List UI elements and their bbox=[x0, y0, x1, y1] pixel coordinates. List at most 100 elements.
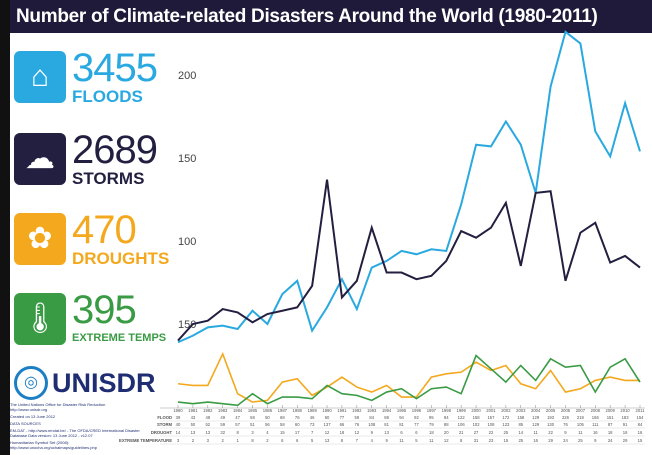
table-cell: 22 bbox=[489, 430, 494, 435]
table-cell: 183 bbox=[622, 415, 630, 420]
table-cell: 81 bbox=[399, 422, 404, 427]
page-title: Number of Climate-related Disasters Arou… bbox=[10, 0, 652, 33]
table-cell: 88 bbox=[384, 415, 389, 420]
year-tick-label: 1995 bbox=[397, 408, 407, 413]
table-cell: 50 bbox=[191, 422, 196, 427]
table-cell: 59 bbox=[355, 415, 360, 420]
table-cell: 48 bbox=[205, 415, 210, 420]
table-cell: 84 bbox=[369, 415, 374, 420]
y-tick-label: 150 bbox=[178, 153, 196, 165]
table-cell: 3 bbox=[177, 438, 180, 443]
table-cell: 13 bbox=[384, 430, 389, 435]
stat-label: STORMS bbox=[72, 169, 145, 188]
table-cell: 13 bbox=[325, 438, 330, 443]
table-cell: 51 bbox=[250, 422, 255, 427]
table-cell: 92 bbox=[414, 415, 419, 420]
table-cell: 58 bbox=[280, 422, 285, 427]
table-cell: 15 bbox=[504, 438, 509, 443]
table-cell: 9 bbox=[385, 438, 388, 443]
table-cell: 16 bbox=[533, 438, 538, 443]
stat-extreme-temps: 🌡 395 EXTREME TEMPS bbox=[14, 290, 166, 347]
table-cell: 123 bbox=[502, 422, 510, 427]
table-cell: 77 bbox=[414, 422, 419, 427]
table-cell: 57 bbox=[235, 422, 240, 427]
stat-droughts: ✿ 470 DROUGHTS bbox=[14, 210, 169, 267]
table-cell: 11 bbox=[533, 430, 538, 435]
table-cell: 50 bbox=[265, 415, 270, 420]
year-tick-label: 1989 bbox=[307, 408, 317, 413]
table-cell: 14 bbox=[176, 430, 181, 435]
table-cell: 79 bbox=[429, 422, 434, 427]
table-cell: 21 bbox=[459, 430, 464, 435]
table-cell: 4 bbox=[266, 430, 269, 435]
table-cell: 102 bbox=[473, 422, 481, 427]
year-tick-label: 1980 bbox=[173, 408, 183, 413]
table-cell: 5 bbox=[311, 438, 314, 443]
table-cell: 68 bbox=[280, 415, 285, 420]
table-cell: 16 bbox=[623, 430, 628, 435]
table-cell: 29 bbox=[623, 438, 628, 443]
table-cell: 58 bbox=[250, 415, 255, 420]
table-cell: 60 bbox=[325, 415, 330, 420]
stat-value: 470 bbox=[72, 208, 137, 252]
stat-storms: ☁ 2689 STORMS bbox=[14, 130, 158, 188]
table-cell: 84 bbox=[638, 422, 643, 427]
table-cell: 13 bbox=[191, 430, 196, 435]
series-line-extreme-temperature bbox=[177, 354, 641, 407]
table-cell: 18 bbox=[608, 430, 613, 435]
year-tick-label: 1986 bbox=[263, 408, 273, 413]
table-row-label: STORM bbox=[157, 422, 173, 427]
table-cell: 154 bbox=[637, 415, 645, 420]
logo-name: UNISDR bbox=[52, 367, 156, 398]
year-tick-label: 2009 bbox=[606, 408, 616, 413]
table-cell: 39 bbox=[176, 415, 181, 420]
table-cell: 11 bbox=[578, 430, 583, 435]
flooded-house-icon: ⌂ bbox=[14, 50, 66, 103]
table-cell: 1 bbox=[236, 438, 239, 443]
table-cell: 11 bbox=[399, 438, 404, 443]
table-cell: 129 bbox=[532, 415, 540, 420]
year-tick-label: 2003 bbox=[516, 408, 526, 413]
table-cell: 59 bbox=[220, 422, 225, 427]
year-tick-label: 2004 bbox=[531, 408, 541, 413]
year-tick-label: 2002 bbox=[501, 408, 511, 413]
table-cell: 108 bbox=[368, 422, 376, 427]
table-cell: 12 bbox=[444, 438, 449, 443]
table-cell: 226 bbox=[562, 415, 570, 420]
table-cell: 56 bbox=[265, 422, 270, 427]
year-tick-label: 1987 bbox=[278, 408, 288, 413]
table-cell: 46 bbox=[310, 415, 315, 420]
series-line-flood bbox=[177, 30, 641, 344]
table-cell: 25 bbox=[518, 438, 523, 443]
source-symbols: Humanitarian Symbol Set (2008): http://w… bbox=[10, 440, 97, 450]
table-cell: 73 bbox=[310, 422, 315, 427]
table-cell: 3 bbox=[207, 438, 210, 443]
table-cell: 8 bbox=[251, 438, 254, 443]
table-cell: 94 bbox=[399, 415, 404, 420]
table-cell: 13 bbox=[205, 430, 210, 435]
year-tick-label: 2006 bbox=[561, 408, 571, 413]
table-cell: 3 bbox=[251, 430, 254, 435]
table-cell: 108 bbox=[487, 422, 495, 427]
table-cell: 27 bbox=[474, 430, 479, 435]
table-cell: 24 bbox=[563, 438, 568, 443]
table-cell: 18 bbox=[340, 430, 345, 435]
table-cell: 60 bbox=[295, 422, 300, 427]
logo-url[interactable]: http://www.unisdr.org bbox=[10, 407, 48, 412]
year-tick-label: 2010 bbox=[620, 408, 630, 413]
table-cell: 6 bbox=[281, 438, 284, 443]
table-cell: 8 bbox=[341, 438, 344, 443]
table-cell: 158 bbox=[517, 415, 525, 420]
table-cell: 24 bbox=[608, 438, 613, 443]
series-line-drought bbox=[177, 351, 640, 403]
table-cell: 4 bbox=[371, 438, 374, 443]
year-tick-label: 1985 bbox=[248, 408, 258, 413]
series-line-storm bbox=[177, 179, 641, 342]
table-cell: 16 bbox=[593, 430, 598, 435]
stat-label: DROUGHTS bbox=[72, 249, 170, 268]
year-tick-label: 2007 bbox=[576, 408, 586, 413]
storm-cloud-icon: ☁ bbox=[14, 132, 66, 185]
table-cell: 23 bbox=[489, 438, 494, 443]
source-emdat: EM-DAT - http://www.emdat.be/ - The OFDA… bbox=[10, 428, 140, 438]
table-cell: 15 bbox=[280, 430, 285, 435]
